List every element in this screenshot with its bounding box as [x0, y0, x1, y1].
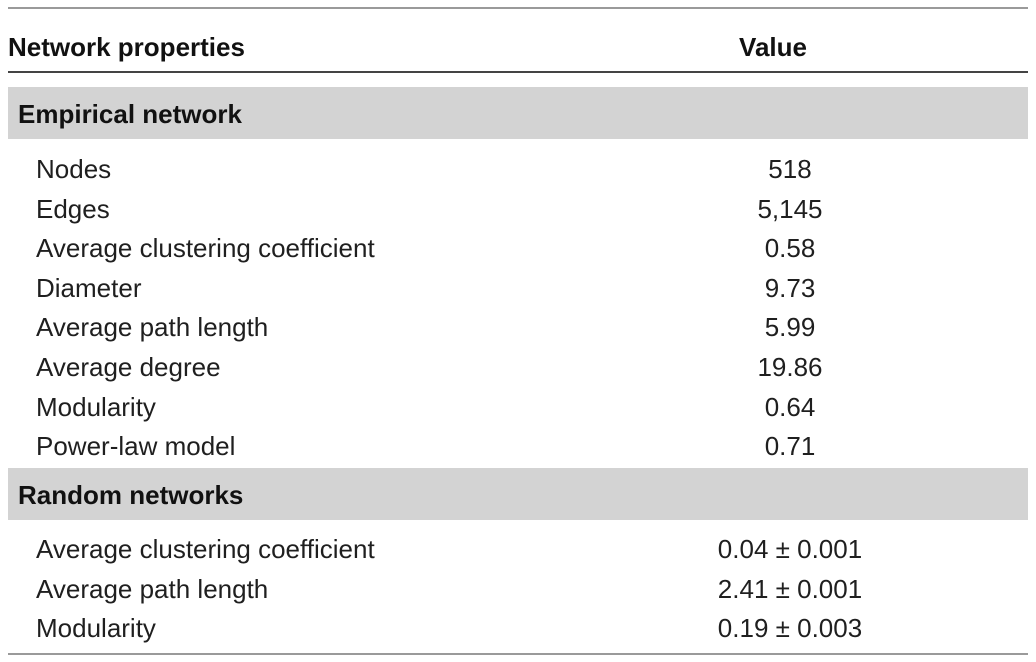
property-cell: Modularity [36, 613, 156, 644]
table-row: Edges 5,145 [8, 191, 1028, 231]
property-cell: Nodes [36, 154, 112, 184]
property-cell: Average clustering coefficient [36, 534, 375, 564]
column-header-value: Value [739, 32, 807, 62]
value-cell: 0.64 [764, 391, 816, 422]
value-cell: 518 [768, 154, 812, 184]
section-title: Random networks [18, 480, 244, 510]
property-cell: Modularity [36, 391, 156, 422]
property-cell: Average path length [36, 312, 269, 343]
value-cell: 0.19 ± 0.003 [717, 613, 863, 644]
random-rows: Average clustering coefficient 0.04 ± 0.… [8, 531, 1028, 650]
network-properties-table: Network properties Value Empirical netwo… [8, 7, 1028, 655]
table-row: Average path length 5.99 [8, 309, 1028, 349]
section-header-random: Random networks [8, 468, 1028, 520]
property-cell: Average degree [36, 351, 221, 382]
table-top-rule [8, 7, 1028, 9]
header-rule [8, 71, 1028, 73]
table-row: Nodes 518 [8, 151, 1028, 191]
table-row: Average clustering coefficient 0.04 ± 0.… [8, 531, 1028, 571]
value-cell: 5,145 [757, 193, 823, 224]
property-cell: Power-law model [36, 431, 236, 462]
property-cell: Diameter [36, 272, 142, 303]
value-cell: 2.41 ± 0.001 [717, 573, 863, 604]
value-cell: 19.86 [757, 351, 823, 382]
table-bottom-rule [8, 653, 1028, 655]
column-header-property: Network properties [8, 32, 245, 62]
property-cell: Average path length [36, 573, 269, 604]
table-row: Modularity 0.64 [8, 389, 1028, 429]
table-row: Modularity 0.19 ± 0.003 [8, 610, 1028, 650]
table-row: Average path length 2.41 ± 0.001 [8, 571, 1028, 611]
value-cell: 5.99 [764, 312, 816, 343]
table-row: Average degree 19.86 [8, 349, 1028, 389]
value-cell: 9.73 [764, 272, 816, 303]
value-cell: 0.58 [764, 233, 816, 264]
property-cell: Edges [36, 193, 110, 224]
value-cell: 0.04 ± 0.001 [717, 534, 863, 564]
table-row: Diameter 9.73 [8, 270, 1028, 310]
table-row: Average clustering coefficient 0.58 [8, 230, 1028, 270]
section-header-empirical: Empirical network [8, 87, 1028, 139]
value-cell: 0.71 [764, 431, 816, 462]
property-cell: Average clustering coefficient [36, 233, 375, 264]
table-row: Power-law model 0.71 [8, 428, 1028, 468]
empirical-rows: Nodes 518 Edges 5,145 Average clustering… [8, 151, 1028, 468]
section-title: Empirical network [18, 99, 242, 129]
